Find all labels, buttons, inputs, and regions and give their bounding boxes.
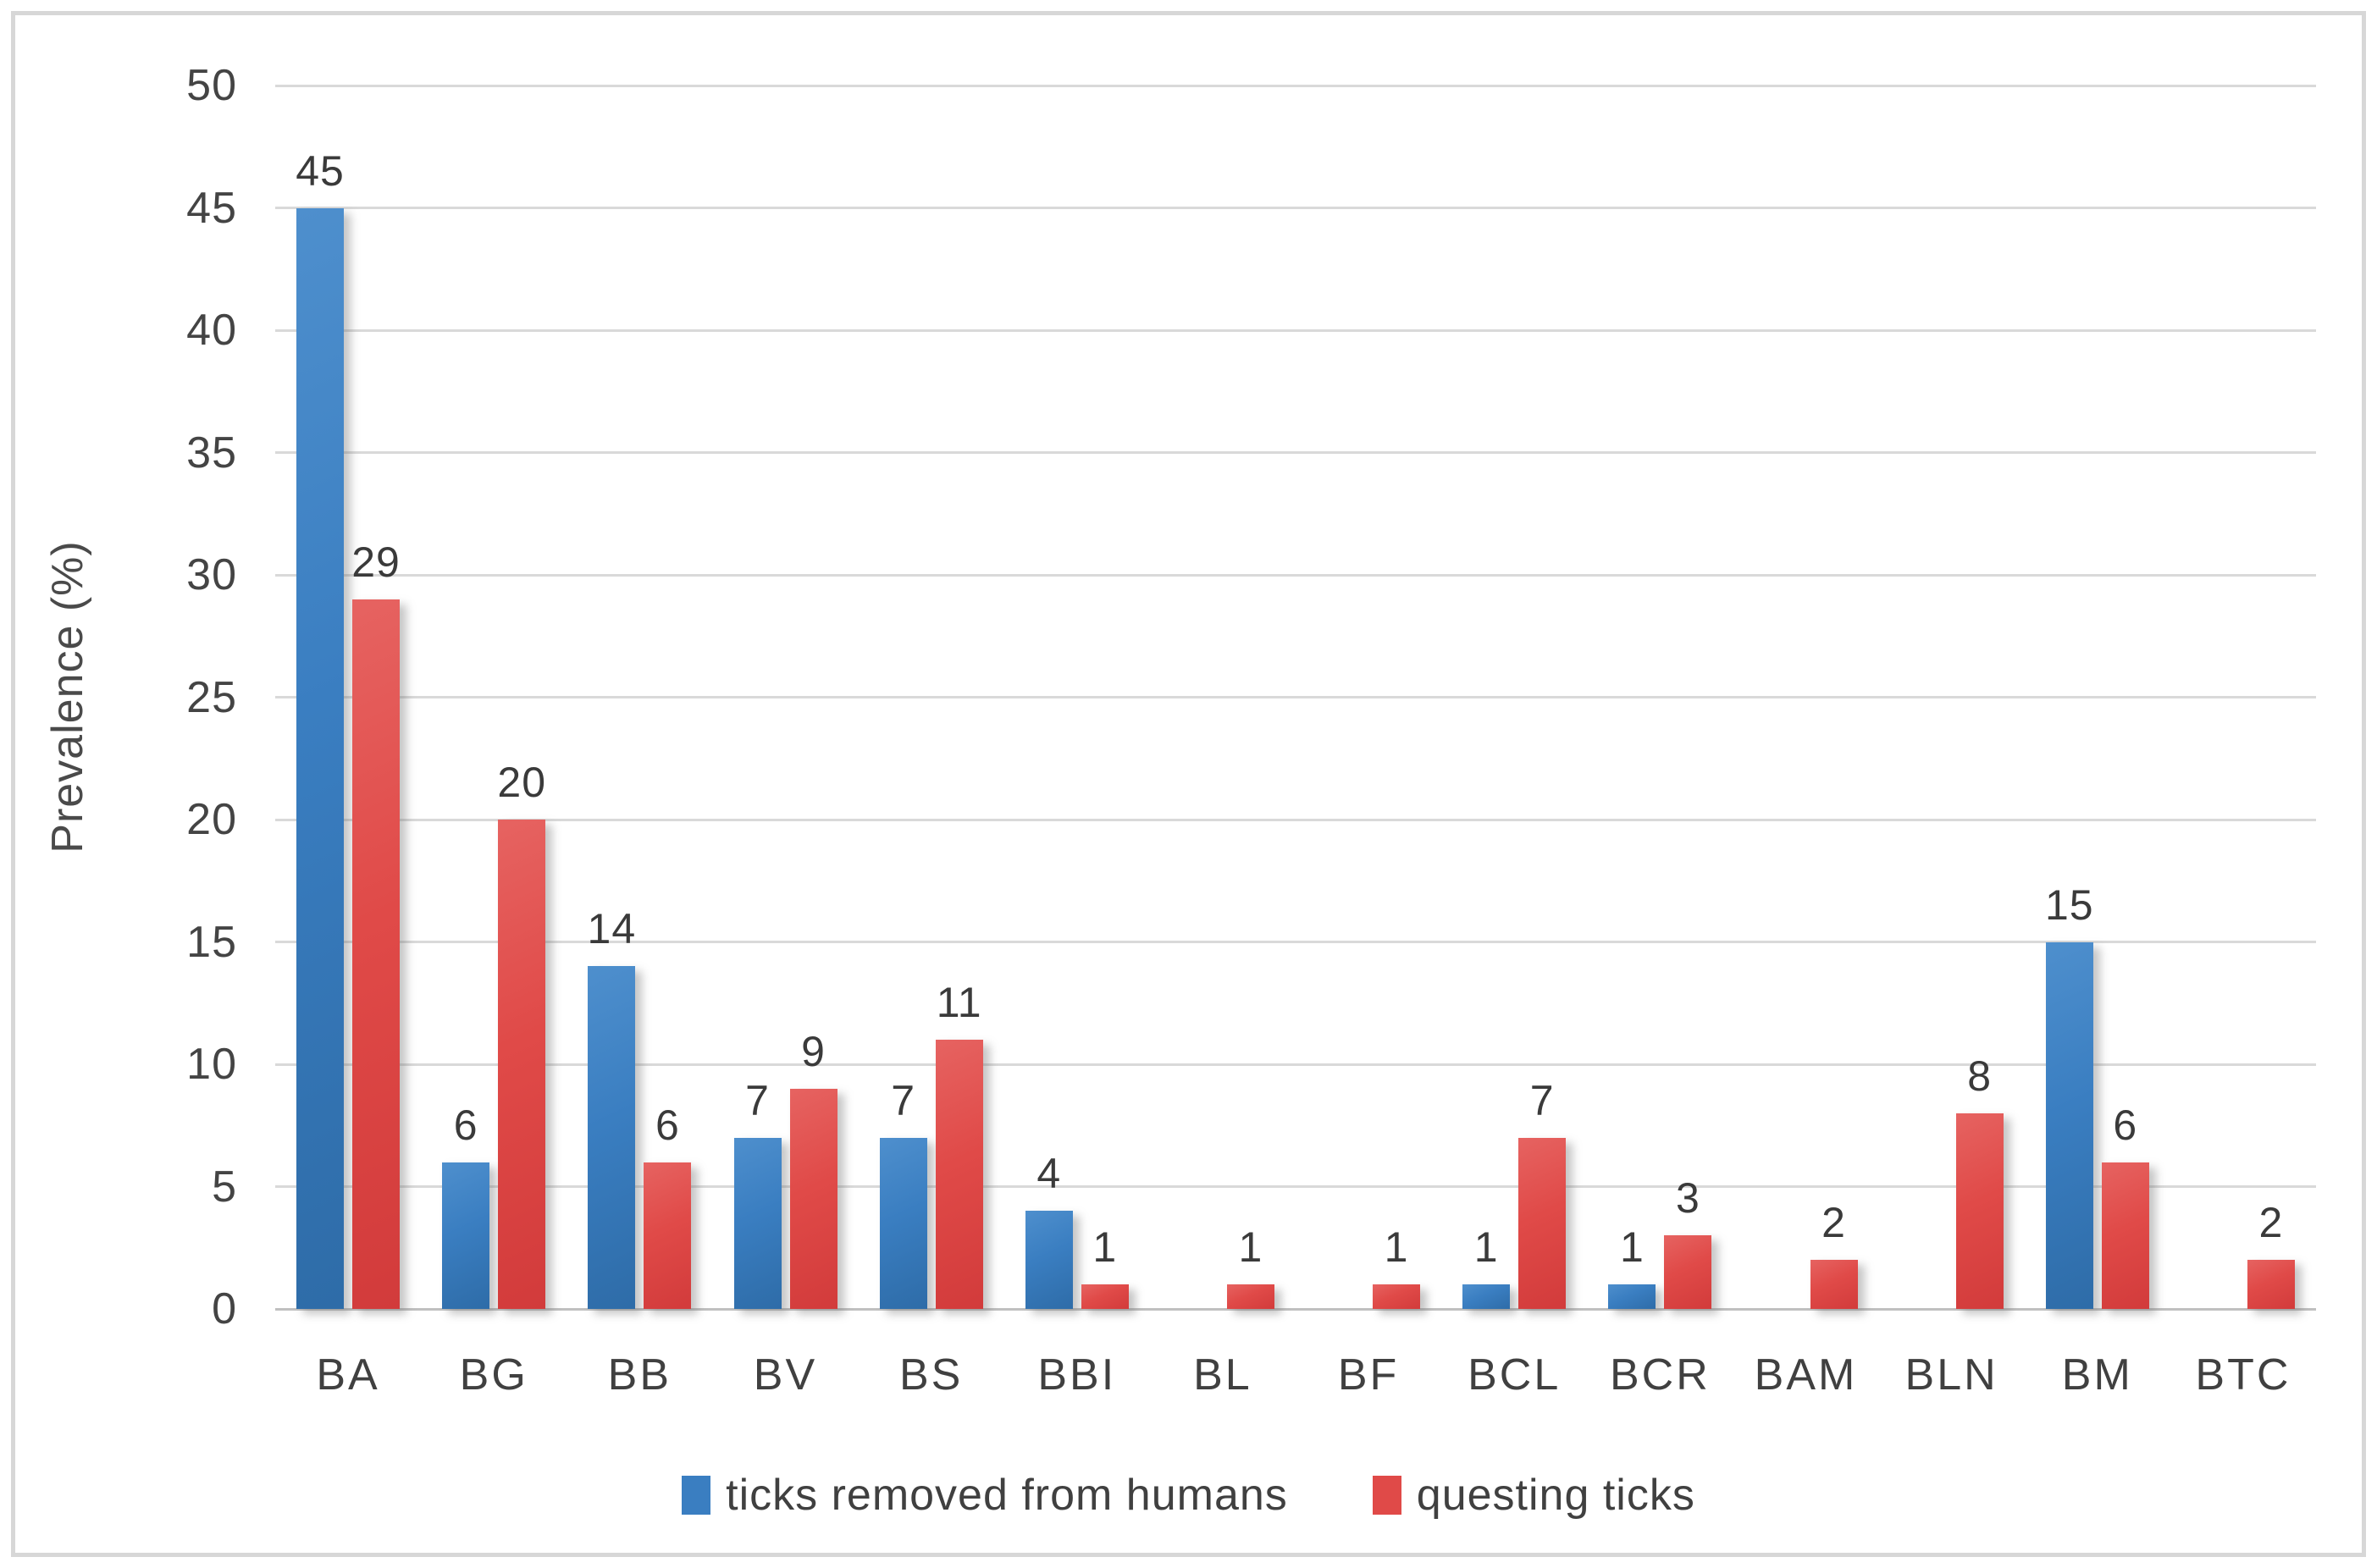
data-label-bln-red: 8 — [1967, 1052, 1993, 1100]
legend-swatch-red-icon — [1372, 1476, 1401, 1515]
bar-bl-red — [1226, 1284, 1274, 1309]
legend-label: ticks removed from humans — [726, 1471, 1288, 1520]
bar-btc-red — [2247, 1260, 2295, 1309]
y-tick-label: 35 — [186, 428, 237, 478]
bar-bcr-red — [1664, 1235, 1712, 1309]
bar-bam-red — [1810, 1260, 1858, 1309]
data-label-bcr-red: 3 — [1675, 1174, 1700, 1223]
x-axis-line — [275, 1307, 2316, 1311]
y-tick-label: 10 — [186, 1040, 237, 1089]
bar-bs-red — [935, 1040, 983, 1309]
x-axis-label-ba: BA — [316, 1350, 380, 1400]
x-axis-label-bln: BLN — [1904, 1350, 1998, 1400]
data-label-bf-red: 1 — [1384, 1223, 1409, 1272]
bar-chart: Prevalence (%) 0 5 10 15 20 25 30 35 40 45 50 45 29… — [15, 15, 2362, 1553]
x-axis-label-bcl: BCL — [1468, 1350, 1562, 1400]
data-label-bm-blue: 15 — [2044, 881, 2094, 929]
gridline — [275, 1063, 2316, 1066]
x-axis-label-bcr: BCR — [1609, 1350, 1711, 1400]
bar-bg-blue — [442, 1162, 490, 1309]
legend-item-ticks-removed-from-humans: ticks removed from humans — [682, 1470, 1288, 1521]
x-axis-label-bb: BB — [607, 1350, 672, 1400]
data-label-ba-red: 29 — [351, 538, 401, 586]
bar-bcr-blue — [1608, 1284, 1656, 1309]
bar-bm-blue — [2045, 941, 2093, 1309]
data-label-bcl-blue: 1 — [1473, 1223, 1499, 1272]
gridline — [275, 84, 2316, 87]
data-label-bcl-red: 7 — [1529, 1076, 1555, 1124]
bar-bg-red — [498, 820, 546, 1309]
x-axis-label-btc: BTC — [2195, 1350, 2291, 1400]
x-axis-label-bam: BAM — [1754, 1350, 1858, 1400]
x-axis-label-bbi: BBI — [1037, 1350, 1117, 1400]
data-label-ba-blue: 45 — [296, 146, 345, 195]
gridline — [275, 207, 2316, 209]
gridline — [275, 329, 2316, 332]
data-label-bv-red: 9 — [801, 1027, 826, 1075]
y-tick-label: 30 — [186, 550, 237, 599]
x-axis-label-bv: BV — [753, 1350, 818, 1400]
bar-bv-red — [789, 1088, 837, 1309]
bar-bv-blue — [733, 1137, 782, 1309]
x-axis-label-bm: BM — [2061, 1350, 2133, 1400]
y-tick-label: 25 — [186, 672, 237, 722]
legend-swatch-blue-icon — [682, 1476, 711, 1515]
y-tick-label: 40 — [186, 306, 237, 355]
bar-bbi-red — [1081, 1284, 1129, 1309]
data-label-bbi-red: 1 — [1092, 1223, 1118, 1272]
legend-item-questing-ticks: questing ticks — [1372, 1470, 1695, 1521]
gridline — [275, 1185, 2316, 1188]
data-label-bb-red: 6 — [655, 1101, 680, 1149]
bar-ba-blue — [296, 207, 345, 1309]
bar-bbi-blue — [1025, 1211, 1073, 1309]
bar-ba-red — [352, 599, 401, 1309]
data-label-bb-blue: 14 — [587, 905, 637, 953]
y-tick-label: 45 — [186, 183, 237, 233]
bar-bf-red — [1373, 1284, 1421, 1309]
bar-bcl-red — [1518, 1137, 1567, 1309]
data-label-btc-red: 2 — [2258, 1199, 2284, 1247]
x-axis-label-bf: BF — [1337, 1350, 1400, 1400]
y-tick-label: 15 — [186, 917, 237, 967]
bar-bm-red — [2101, 1162, 2149, 1309]
y-tick-label: 5 — [212, 1162, 237, 1212]
data-label-bam-red: 2 — [1821, 1199, 1846, 1247]
gridline — [275, 818, 2316, 821]
y-tick-label: 50 — [186, 61, 237, 110]
gridline — [275, 451, 2316, 454]
gridline — [275, 941, 2316, 943]
chart-frame: Prevalence (%) 0 5 10 15 20 25 30 35 40 45 50 45 29… — [11, 11, 2366, 1557]
bar-bb-red — [644, 1162, 692, 1309]
x-axis-label-bs: BS — [898, 1350, 964, 1400]
bar-bs-blue — [879, 1137, 927, 1309]
data-label-bcr-blue: 1 — [1619, 1223, 1645, 1272]
data-label-bm-red: 6 — [2113, 1101, 2138, 1149]
data-label-bs-blue: 7 — [891, 1076, 916, 1124]
bar-bb-blue — [588, 966, 636, 1309]
gridline — [275, 573, 2316, 577]
gridline — [275, 696, 2316, 698]
bar-bcl-blue — [1462, 1284, 1511, 1309]
data-label-bg-red: 20 — [497, 759, 547, 806]
x-axis-label-bg: BG — [459, 1350, 528, 1400]
legend-label: questing ticks — [1416, 1471, 1695, 1520]
bar-bln-red — [1955, 1113, 2004, 1309]
y-tick-label: 0 — [212, 1284, 237, 1333]
data-label-bs-red: 11 — [936, 979, 982, 1027]
x-axis-label-bl: BL — [1193, 1350, 1252, 1400]
legend: ticks removed from humans questing ticks — [15, 1465, 2362, 1526]
data-label-bg-blue: 6 — [453, 1101, 478, 1149]
data-label-bbi-blue: 4 — [1036, 1150, 1062, 1198]
data-label-bl-red: 1 — [1238, 1223, 1263, 1272]
y-tick-label: 20 — [186, 795, 237, 844]
data-label-bv-blue: 7 — [745, 1076, 770, 1124]
